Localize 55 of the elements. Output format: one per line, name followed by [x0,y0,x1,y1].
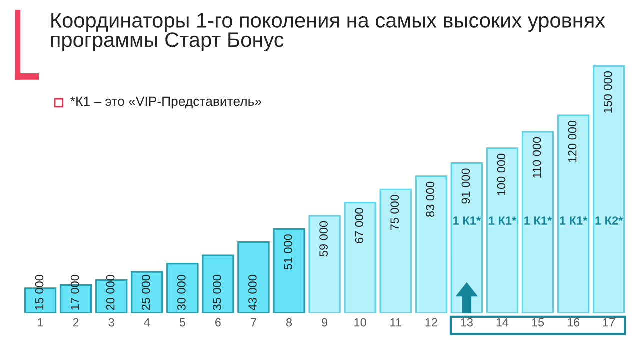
annotation: 1 К1* [524,216,552,225]
bar [166,262,199,314]
x-tick-label: 7 [251,318,256,327]
data-label: 67 000 [355,208,364,244]
data-label: 110 000 [532,137,542,178]
x-tick-label: 5 [180,318,186,327]
bar [592,65,626,314]
data-label: 30 000 [177,275,186,310]
data-label: 25 000 [142,275,150,310]
x-tick-label: 13 [461,318,473,327]
x-tick-label: 4 [144,318,150,327]
annotation: 1 К1* [454,216,482,225]
data-label: 51 000 [284,234,292,270]
x-tick-label: 3 [108,318,114,327]
bar [238,242,270,314]
annotation: 1 К1* [489,216,517,225]
bar [486,148,519,314]
bar [380,188,412,314]
bar [308,215,341,314]
x-tick-label: 16 [568,318,580,327]
bar [273,228,306,314]
x-tick-label: 14 [496,318,509,327]
data-label: 91 000 [462,168,470,204]
x-tick-label: 6 [216,318,221,327]
chart-title: Координаторы 1-го поколения на самых высоких уровнях программы Старт Бонус [51,13,606,52]
bar [415,176,448,314]
data-label: 15 000 [35,275,44,310]
data-label: 17 000 [70,275,80,310]
text: *К1 – это «VIP-Представитель» [70,96,262,109]
data-label: 43 000 [248,275,257,310]
data-label: 35 000 [213,275,222,310]
data-label: 120 000 [568,120,577,162]
bar [202,254,234,314]
x-tick-label: 15 [532,318,544,327]
x-tick-label: 1 [38,318,44,327]
data-label: 75 000 [390,195,400,230]
x-tick-label: 8 [286,318,292,327]
x-tick-label: 17 [603,318,616,327]
x-tick-label: 12 [426,318,438,327]
x-tick-label: 11 [390,318,402,327]
annotation: 1 К1* [560,216,588,225]
x-tick-label: 2 [73,318,79,327]
data-label: 83 000 [426,182,435,218]
data-label: 150 000 [604,72,612,113]
bar [450,162,484,314]
x-tick-label: 10 [354,318,366,327]
bar [131,271,164,314]
data-label: 100 000 [497,154,506,196]
bar [522,131,554,314]
x-tick-label: 9 [322,318,328,327]
bar [344,202,376,314]
bar [557,114,590,314]
data-label: 59 000 [320,221,328,257]
annotation: 1 К2* [596,216,624,225]
data-label: 20 000 [106,275,115,310]
